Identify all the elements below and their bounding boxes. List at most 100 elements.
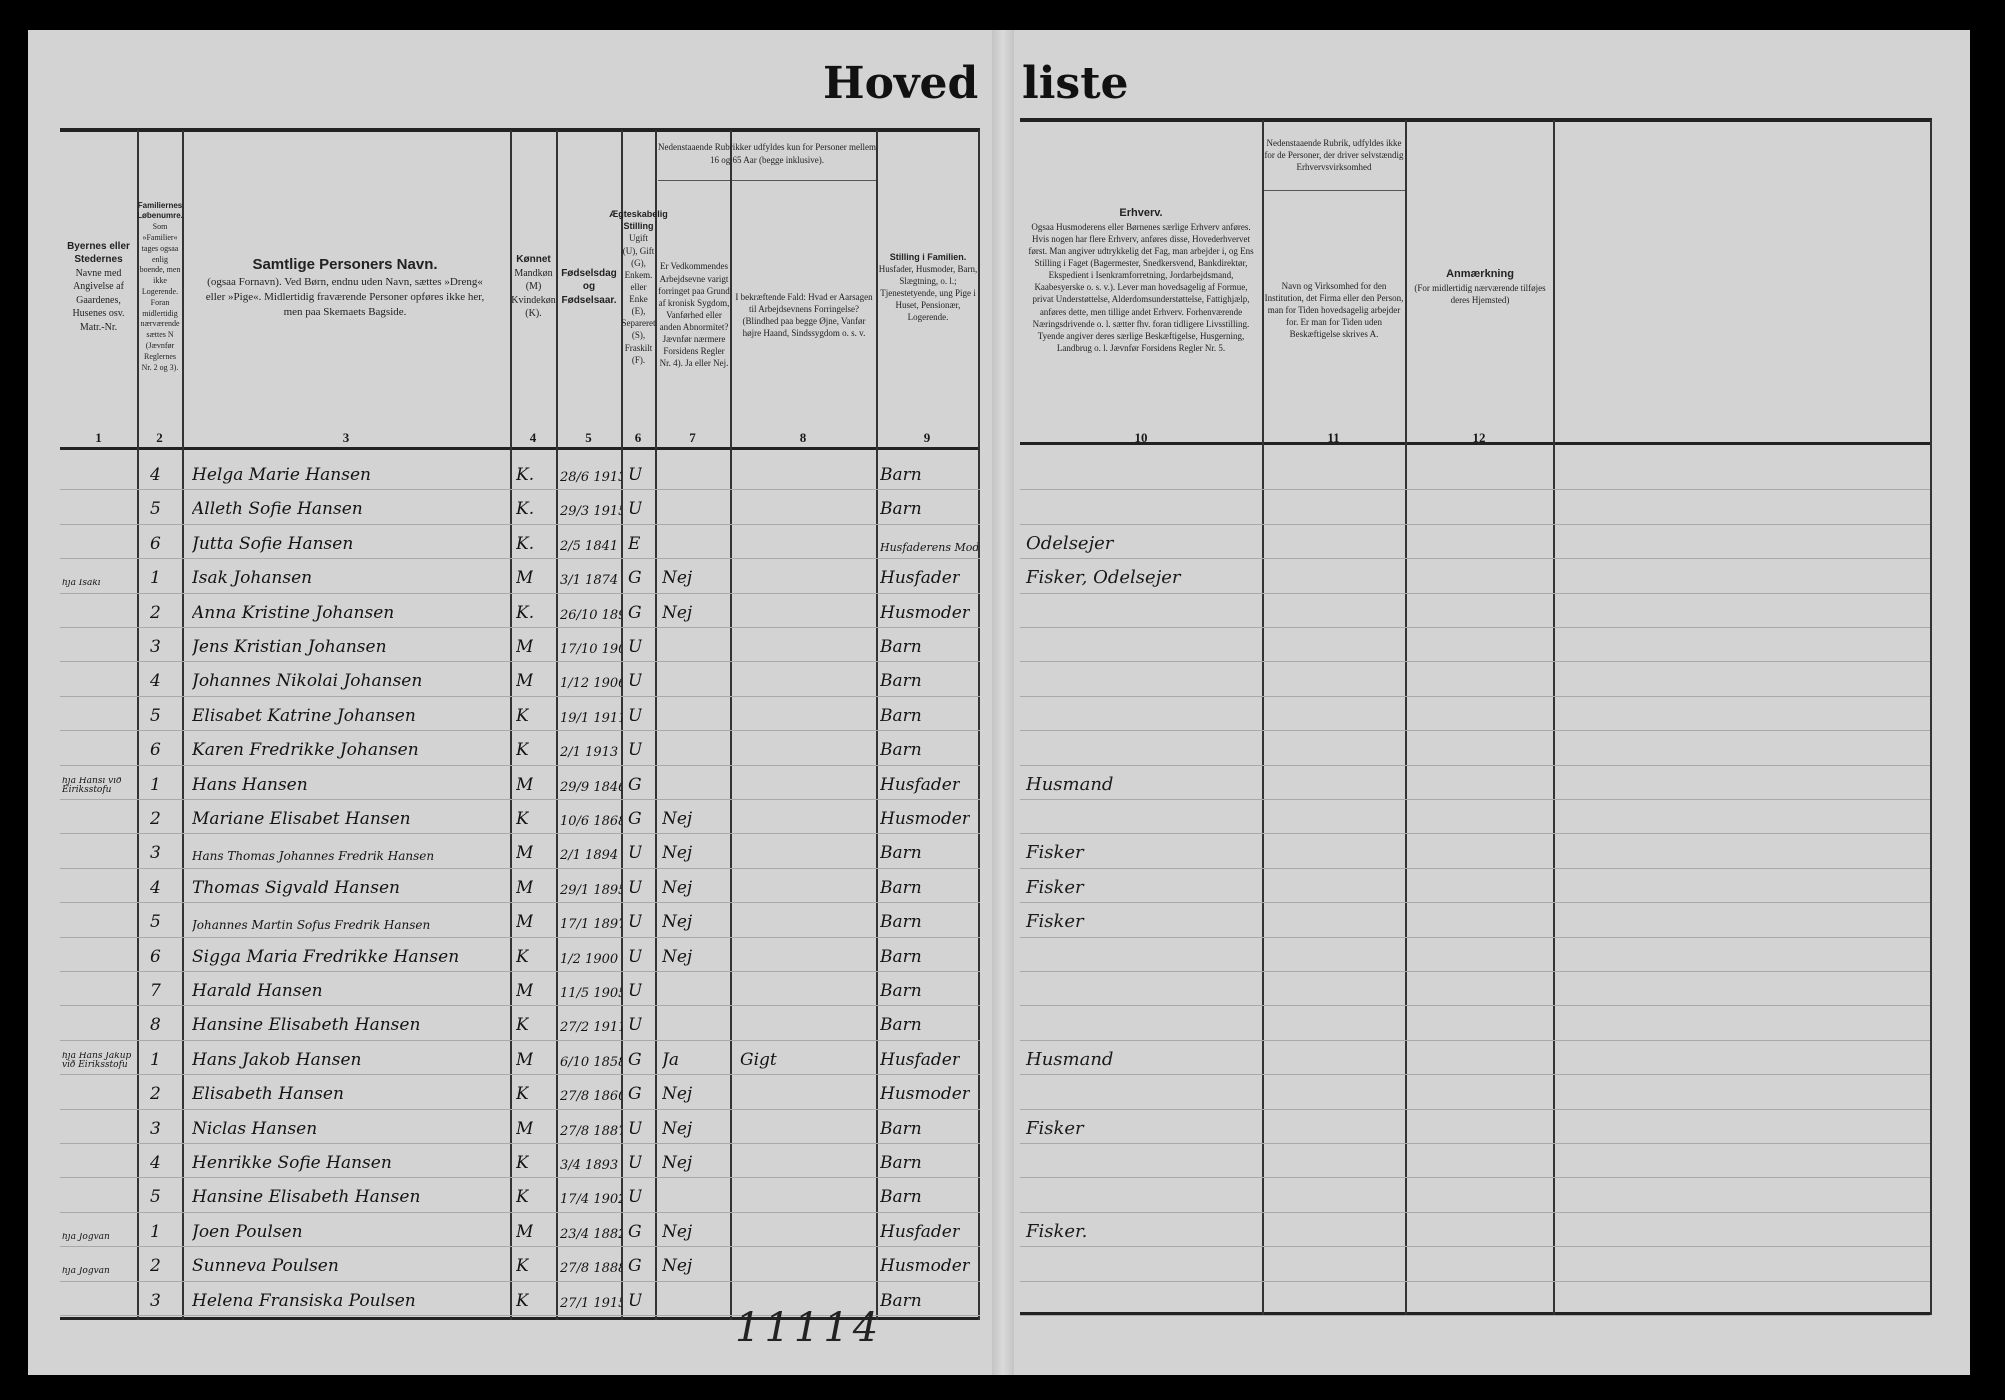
person-name: Hans Hansen [192, 774, 308, 795]
place-cell: hjá Hansi við Eiriksstofu [62, 776, 122, 795]
sex-cell: K [516, 1084, 529, 1105]
family-number: 4 [150, 1153, 161, 1173]
occupation-row: Husmand [1020, 765, 1270, 799]
birth-date: 6/10 1858 [560, 1054, 622, 1070]
family-number: 2 [150, 1084, 161, 1105]
row-rule [1020, 799, 1930, 800]
row-rule [1020, 833, 1930, 835]
civil-status: U [628, 499, 643, 520]
col-5-title: Fødselsdag og Fødselsaar. [561, 267, 617, 306]
row-rule [1020, 523, 1930, 525]
row-rule [1020, 902, 1930, 904]
col-7-text: Er Vedkommendes Arbejdsevne varigt forri… [658, 261, 730, 369]
sex-cell: M [516, 637, 534, 657]
occupation-row [1020, 1281, 1270, 1315]
column-line [182, 130, 184, 1320]
row-rule [60, 799, 980, 800]
table-row: 6 Karen Fredrikke Johansen K 2/1 1913 U Barn [60, 730, 980, 764]
occupation: Fisker [1026, 1117, 1084, 1139]
row-rule [1020, 627, 1930, 628]
civil-status: U [628, 637, 643, 657]
row-rule [60, 489, 980, 491]
sex-cell: K [516, 740, 529, 761]
table-row: 4 Helga Marie Hansen K. 28/6 1913 U Barn [60, 455, 980, 489]
row-rule [60, 1246, 980, 1248]
place-cell: hjá Hans Jákup við Eiriksstofu [62, 1051, 132, 1070]
row-rule [1020, 1315, 1930, 1316]
birth-date: 27/8 1887 [560, 1123, 622, 1139]
row-rule [1020, 1177, 1930, 1179]
row-rule [60, 902, 980, 904]
table-row: 2 Mariane Elisabet Hansen K 10/6 1868 G Nej Hu… [60, 799, 980, 833]
family-number: 5 [150, 1187, 161, 1208]
family-role: Husmoder [880, 602, 970, 623]
disability-answer: Nej [662, 809, 693, 829]
birth-date: 10/6 1868 [560, 814, 622, 829]
occupation-row [1020, 696, 1270, 730]
column-line [730, 130, 732, 1320]
occupation-row: Fisker [1020, 868, 1270, 902]
row-rule [1020, 1246, 1930, 1248]
family-number: 3 [150, 1118, 161, 1139]
birth-date: 1/2 1900 [560, 951, 619, 967]
column-number: 3 [342, 430, 350, 445]
sex-cell: K [516, 809, 529, 829]
disability-answer: Nej [662, 1118, 693, 1139]
civil-status: U [628, 1118, 643, 1139]
family-number: 8 [150, 1015, 161, 1036]
civil-status: U [628, 1015, 643, 1036]
occupation-row [1020, 661, 1270, 695]
family-role: Barn [880, 981, 922, 1001]
row-rule [60, 1315, 980, 1316]
family-number: 3 [150, 843, 161, 864]
sex-cell: M [516, 877, 534, 898]
sex-cell: K. [516, 465, 535, 485]
birth-date: 27/8 1860 [560, 1089, 622, 1105]
sex-cell: K [516, 705, 529, 726]
col-1-title: Byernes eller Stedernes [67, 240, 130, 266]
person-name: Jens Kristian Johansen [192, 637, 387, 657]
family-role: Barn [880, 637, 922, 657]
birth-date: 26/10 1899 [560, 607, 622, 623]
right-bottom-rule [1020, 1312, 1932, 1315]
birth-date: 28/6 1913 [560, 470, 622, 485]
disability-answer: Nej [662, 946, 693, 967]
person-name: Anna Kristine Johansen [192, 602, 395, 623]
civil-status: U [628, 912, 643, 933]
row-rule [60, 1005, 980, 1007]
sex-cell: K [516, 946, 529, 967]
row-rule [60, 1143, 980, 1144]
col-11-note-text: Nedenstaaende Rubrik, udfyldes ikke for … [1264, 137, 1404, 173]
family-role: Husfader [880, 774, 960, 795]
col-3-text: (ogsaa Fornavn). Ved Børn, endnu uden Na… [205, 275, 485, 318]
civil-status: U [628, 740, 643, 761]
civil-status: G [628, 774, 642, 795]
column-number: 11 [1327, 430, 1340, 445]
row-rule [60, 627, 980, 628]
civil-status: U [628, 1290, 643, 1311]
col-4-title: Kønnet [516, 254, 551, 266]
col-1-text: Navne med Angivelse af Gaardenes, Husene… [72, 267, 125, 333]
birth-date: 29/1 1895 [560, 882, 622, 898]
sub-rule-7-8 [658, 180, 876, 181]
column-number: 6 [634, 430, 642, 445]
row-rule [1020, 1039, 1930, 1041]
sex-cell: M [516, 1118, 534, 1139]
row-rule [1020, 558, 1930, 560]
family-role: Barn [880, 671, 922, 692]
family-role: Husfader [880, 1049, 960, 1070]
occupation-row: Fisker [1020, 902, 1270, 936]
civil-status: G [628, 1049, 642, 1070]
row-rule [60, 1280, 980, 1282]
col-3-header: Samtlige Personers Navn. (ogsaa Fornavn).… [200, 132, 490, 442]
civil-status: U [628, 1187, 643, 1208]
family-role: Barn [880, 1153, 922, 1173]
birth-date: 27/8 1888 [560, 1261, 622, 1277]
birth-date: 17/4 1902 [560, 1192, 622, 1208]
occupation-row [1020, 937, 1270, 971]
person-name: Hans Jakob Hansen [192, 1049, 362, 1070]
sex-cell: K. [516, 602, 535, 623]
occupation-row [1020, 1246, 1270, 1280]
family-number: 5 [150, 912, 161, 933]
row-rule [1020, 1074, 1930, 1076]
